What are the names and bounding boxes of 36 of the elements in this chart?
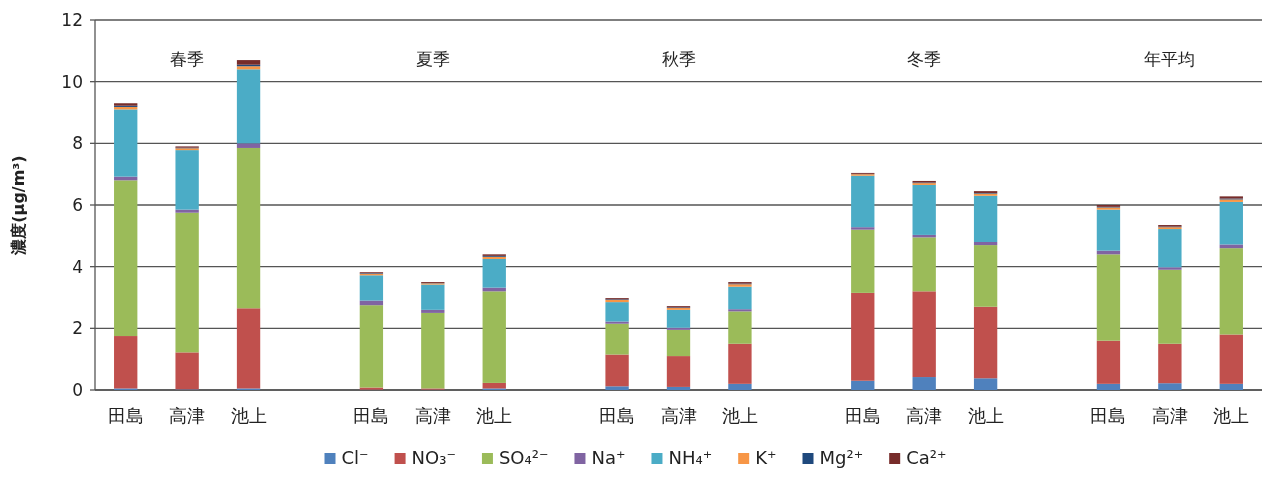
x-tick-label: 高津 bbox=[1151, 405, 1188, 426]
annotation: 秋季 bbox=[661, 49, 696, 69]
annotation: 冬季 bbox=[907, 49, 942, 69]
x-tick-label: 池上 bbox=[721, 405, 758, 426]
x-tick-label: 池上 bbox=[967, 405, 1004, 426]
y-tick-label: 0 bbox=[72, 380, 83, 400]
y-tick-label: 2 bbox=[72, 318, 83, 339]
x-tick-label: 田島 bbox=[107, 405, 144, 426]
x-tick-label: 高津 bbox=[906, 405, 943, 426]
x-tick-label: 高津 bbox=[414, 405, 451, 426]
legend-label: Mg²⁺ bbox=[819, 447, 864, 468]
x-tick-label: 池上 bbox=[476, 405, 513, 426]
x-tick-label: 田島 bbox=[1090, 405, 1127, 426]
x-tick-label: 池上 bbox=[1213, 405, 1250, 426]
y-tick-label: 10 bbox=[61, 71, 83, 92]
y-tick-label: 6 bbox=[72, 195, 83, 215]
x-tick-label: 田島 bbox=[844, 405, 881, 426]
x-tick-label: 池上 bbox=[230, 405, 267, 426]
y-tick-label: 4 bbox=[72, 256, 83, 277]
legend-label: Ca²⁺ bbox=[906, 447, 947, 468]
annotation: 年平均 bbox=[1144, 49, 1196, 69]
legend-label: K⁺ bbox=[755, 447, 777, 468]
x-tick-label: 田島 bbox=[599, 405, 636, 426]
x-tick-label: 田島 bbox=[353, 405, 390, 426]
x-tick-label: 高津 bbox=[169, 405, 206, 426]
annotation: 春季 bbox=[170, 49, 205, 69]
annotation: 夏季 bbox=[415, 49, 450, 69]
x-tick-label: 高津 bbox=[660, 405, 697, 426]
legend-label: Cl⁻ bbox=[341, 447, 369, 468]
legend-label: Na⁺ bbox=[591, 447, 626, 468]
legend-label: NO₃⁻ bbox=[411, 447, 456, 468]
y-tick-label: 12 bbox=[61, 10, 83, 30]
y-tick-label: 8 bbox=[72, 133, 83, 154]
y-axis-title: 濃度(μg/m³) bbox=[9, 155, 28, 256]
legend-label: NH₄⁺ bbox=[668, 447, 713, 468]
legend-label: SO₄²⁻ bbox=[498, 447, 549, 468]
